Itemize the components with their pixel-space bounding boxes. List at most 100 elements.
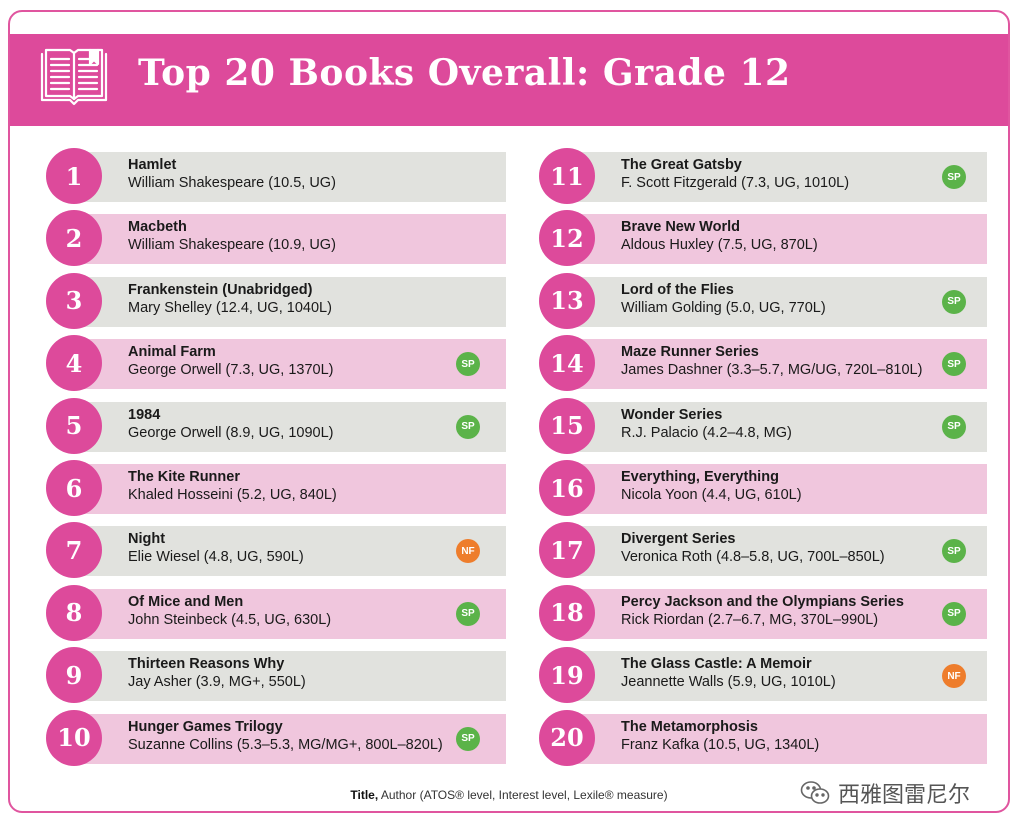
sp-badge: SP xyxy=(942,601,966,626)
book-title: Thirteen Reasons Why xyxy=(128,656,285,673)
rank-circle: 12 xyxy=(539,210,595,267)
book-title: Frankenstein (Unabridged) xyxy=(128,281,313,298)
legend-measure-text: (ATOS® level, Interest level, Lexile® me… xyxy=(419,788,668,802)
watermark-text: 西雅图雷尼尔 xyxy=(838,783,971,808)
rank-circle: 14 xyxy=(539,335,595,392)
book-row-1: Hamlet William Shakespeare (10.5, UG) 1 xyxy=(46,148,538,206)
rank-circle: 16 xyxy=(539,460,595,516)
sp-badge: SP xyxy=(456,352,480,377)
book-row-11: The Great Gatsby F. Scott Fitzgerald (7.3… xyxy=(539,148,1008,206)
rank-circle: 4 xyxy=(46,335,102,392)
book-row-4: Animal Farm George Orwell (7.3, UG, 1370L… xyxy=(46,335,538,393)
sp-badge: SP xyxy=(456,726,480,751)
book-row-bar: Percy Jackson and the Olympians Series Ri… xyxy=(567,588,987,639)
book-title: Hamlet xyxy=(128,157,177,173)
rank-circle: 10 xyxy=(46,709,102,766)
book-row-bar: Macbeth William Shakespeare (10.9, UG) xyxy=(74,214,506,265)
book-row-8: Of Mice and Men John Steinbeck (4.5, UG, … xyxy=(46,584,538,643)
book-author-details: James Dashner (3.3–5.7, MG/UG, 720L–810L… xyxy=(621,362,923,379)
sp-badge: SP xyxy=(942,539,966,564)
book-row-15: Wonder Series R.J. Palacio (4.2–4.8, MG) 1… xyxy=(539,397,1008,456)
book-row-bar: Frankenstein (Unabridged) Mary Shelley (1… xyxy=(74,276,506,327)
book-row-13: Lord of the Flies William Golding (5.0, U… xyxy=(539,272,1008,331)
book-row-20: The Metamorphosis Franz Kafka (10.5, UG, … xyxy=(539,709,1008,768)
book-row-10: Hunger Games Trilogy Suzanne Collins (5.3… xyxy=(46,709,538,768)
book-author-details: Mary Shelley (12.4, UG, 1040L) xyxy=(128,299,332,316)
book-row-bar: Hunger Games Trilogy Suzanne Collins (5.3… xyxy=(74,713,506,764)
sp-badge: SP xyxy=(456,601,480,626)
book-row-bar: Thirteen Reasons Why Jay Asher (3.9, MG+,… xyxy=(74,651,506,702)
book-row-bar: 1984 George Orwell (8.9, UG, 1090L) xyxy=(74,401,506,452)
book-row-16: Everything, Everything Nicola Yoon (4.4, … xyxy=(539,460,1008,518)
open-book-icon xyxy=(40,48,108,106)
rank-circle: 15 xyxy=(539,397,595,454)
book-author-details: Rick Riordan (2.7–6.7, MG, 370L–990L) xyxy=(621,611,879,628)
rank-circle: 6 xyxy=(46,460,102,516)
book-row-bar: Maze Runner Series James Dashner (3.3–5.7… xyxy=(567,339,987,390)
book-title: Maze Runner Series xyxy=(621,344,759,361)
sp-badge: SP xyxy=(942,289,966,314)
book-author-details: Nicola Yoon (4.4, UG, 610L) xyxy=(621,487,802,503)
book-row-bar: Everything, Everything Nicola Yoon (4.4, … xyxy=(567,464,987,514)
book-row-7: Night Elie Wiesel (4.8, UG, 590L) 7 NF xyxy=(46,522,538,580)
book-title: Hunger Games Trilogy xyxy=(128,718,283,735)
book-row-bar: Night Elie Wiesel (4.8, UG, 590L) xyxy=(74,526,506,577)
book-row-17: Divergent Series Veronica Roth (4.8–5.8, … xyxy=(539,522,1008,580)
book-author-details: Jay Asher (3.9, MG+, 550L) xyxy=(128,674,306,691)
rank-circle: 7 xyxy=(46,522,102,579)
rank-circle: 17 xyxy=(539,522,595,579)
book-row-bar: The Kite Runner Khaled Hosseini (5.2, UG,… xyxy=(74,464,506,514)
book-author-details: George Orwell (8.9, UG, 1090L) xyxy=(128,424,334,441)
page-frame: Top 20 Books Overall: Grade 12 Hamlet Wil… xyxy=(8,10,1010,813)
rank-circle: 5 xyxy=(46,397,102,454)
book-row-bar: Wonder Series R.J. Palacio (4.2–4.8, MG) xyxy=(567,401,987,452)
header-banner: Top 20 Books Overall: Grade 12 xyxy=(10,34,1008,126)
rank-circle: 11 xyxy=(539,148,595,204)
rank-circle: 1 xyxy=(46,148,102,204)
legend-title-word: Title, xyxy=(350,788,379,802)
book-title: Of Mice and Men xyxy=(128,593,244,610)
book-row-6: The Kite Runner Khaled Hosseini (5.2, UG,… xyxy=(46,460,538,518)
book-row-bar: Divergent Series Veronica Roth (4.8–5.8, … xyxy=(567,526,987,577)
book-row-18: Percy Jackson and the Olympians Series Ri… xyxy=(539,584,1008,643)
wechat-icon xyxy=(800,781,830,804)
book-row-9: Thirteen Reasons Why Jay Asher (3.9, MG+,… xyxy=(46,647,538,705)
book-title: Animal Farm xyxy=(128,344,216,361)
legend-footnote: Title, Author (ATOS® level, Interest lev… xyxy=(10,788,1008,802)
book-title: Percy Jackson and the Olympians Series xyxy=(621,593,904,610)
book-title: The Metamorphosis xyxy=(621,718,758,735)
rank-circle: 13 xyxy=(539,272,595,329)
book-row-bar: Hamlet William Shakespeare (10.5, UG) xyxy=(74,152,506,202)
book-row-bar: The Glass Castle: A Memoir Jeannette Wall… xyxy=(567,651,987,702)
book-author-details: R.J. Palacio (4.2–4.8, MG) xyxy=(621,424,792,441)
book-row-bar: Of Mice and Men John Steinbeck (4.5, UG, … xyxy=(74,588,506,639)
sp-badge: SP xyxy=(942,165,966,189)
sp-badge: SP xyxy=(942,414,966,439)
book-title: The Great Gatsby xyxy=(621,157,742,173)
book-author-details: Khaled Hosseini (5.2, UG, 840L) xyxy=(128,487,337,503)
book-title: Divergent Series xyxy=(621,531,736,548)
book-title: 1984 xyxy=(128,406,161,423)
book-row-bar: Brave New World Aldous Huxley (7.5, UG, 8… xyxy=(567,214,987,265)
rank-circle: 18 xyxy=(539,584,595,641)
book-author-details: Franz Kafka (10.5, UG, 1340L) xyxy=(621,736,820,753)
book-row-3: Frankenstein (Unabridged) Mary Shelley (1… xyxy=(46,272,538,331)
book-row-12: Brave New World Aldous Huxley (7.5, UG, 8… xyxy=(539,210,1008,268)
book-author-details: William Shakespeare (10.9, UG) xyxy=(128,237,336,254)
book-author-details: William Shakespeare (10.5, UG) xyxy=(128,175,336,191)
nf-badge: NF xyxy=(942,664,966,689)
book-title: Brave New World xyxy=(621,219,740,236)
sp-badge: SP xyxy=(456,414,480,439)
book-title: Wonder Series xyxy=(621,406,723,423)
rank-circle: 8 xyxy=(46,584,102,641)
book-author-details: George Orwell (7.3, UG, 1370L) xyxy=(128,362,334,379)
book-row-bar: Lord of the Flies William Golding (5.0, U… xyxy=(567,276,987,327)
book-author-details: Aldous Huxley (7.5, UG, 870L) xyxy=(621,237,818,254)
book-row-bar: Animal Farm George Orwell (7.3, UG, 1370L… xyxy=(74,339,506,390)
book-author-details: F. Scott Fitzgerald (7.3, UG, 1010L) xyxy=(621,175,850,191)
nf-badge: NF xyxy=(456,539,480,564)
rank-circle: 2 xyxy=(46,210,102,267)
book-row-bar: The Metamorphosis Franz Kafka (10.5, UG, … xyxy=(567,713,987,764)
book-author-details: Elie Wiesel (4.8, UG, 590L) xyxy=(128,549,304,566)
legend-author-word: Author xyxy=(380,788,417,802)
